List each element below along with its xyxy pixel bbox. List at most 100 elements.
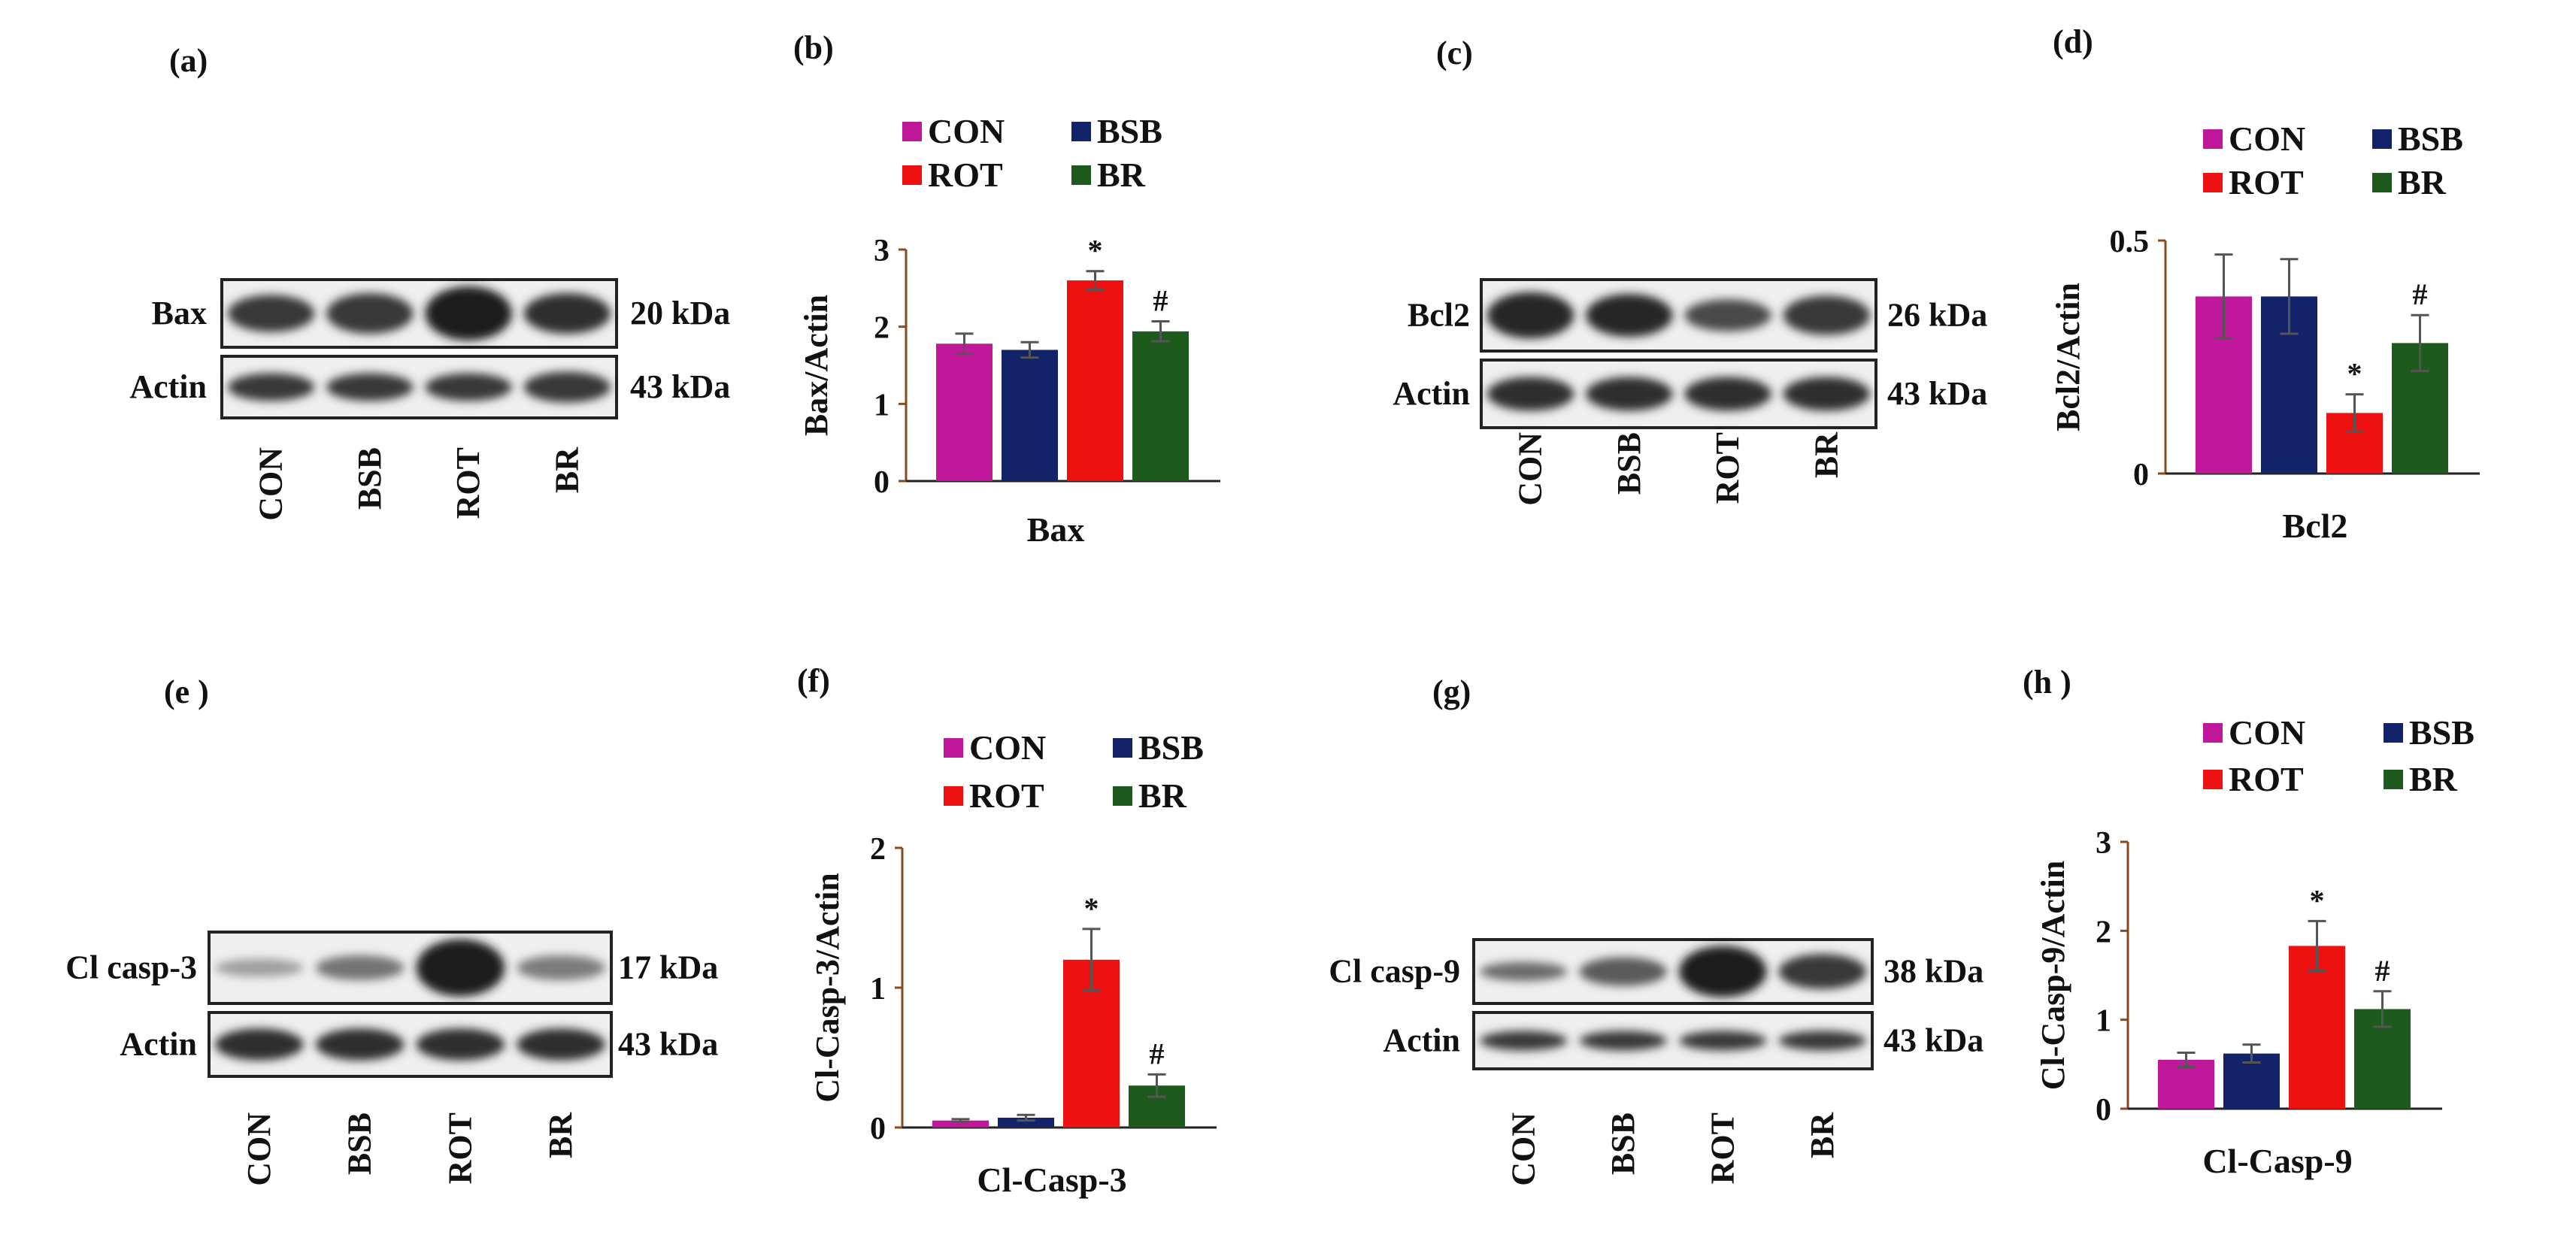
chart-2: 0 0.5 * # Bcl2 Bcl2/Actin CON BSB ROT BR [2050, 120, 2480, 545]
legend-swatch-br [2384, 770, 2403, 789]
y-tick-label: 2 [870, 832, 886, 867]
protein-label: Cl casp-3 [65, 949, 197, 986]
legend-swatch-con [2203, 723, 2223, 743]
legend-label: ROT [969, 776, 1044, 815]
y-tick-label: 0 [874, 465, 889, 500]
lane-label: CON [253, 447, 289, 521]
blot-band [1778, 954, 1867, 989]
protein-label: Actin [1393, 375, 1470, 412]
blot-band [1579, 957, 1668, 986]
bar-rot [2289, 946, 2345, 1109]
blot-band [517, 955, 605, 981]
panel-label-c: (c) [1436, 35, 1473, 71]
protein-label: Actin [1383, 1022, 1460, 1059]
y-tick-label: 3 [874, 234, 889, 268]
x-axis-label: Bax [1027, 510, 1085, 549]
protein-label: Cl casp-9 [1329, 953, 1460, 990]
lane-label: BR [548, 446, 585, 493]
significance-mark: * [1084, 891, 1099, 925]
blot-band [1579, 1031, 1668, 1051]
blot-3: Cl casp-3 17 kDa Actin 43 kDa CON BSB ROT BR [65, 931, 718, 1186]
legend-label: BR [1097, 156, 1146, 194]
y-tick-label: 1 [2096, 1004, 2111, 1039]
y-tick-label: 3 [2096, 826, 2111, 861]
lane-label: BR [1804, 1112, 1841, 1158]
lane-label: CON [1512, 432, 1549, 506]
legend-label: BSB [1097, 112, 1162, 150]
legend-swatch-bsb [1071, 122, 1091, 141]
lane-label: CON [1505, 1112, 1541, 1186]
legend-label: BSB [2398, 120, 2463, 158]
molecular-weight-label: 20 kDa [630, 295, 730, 331]
legend-label: ROT [928, 156, 1003, 194]
protein-label: Actin [129, 368, 207, 405]
significance-mark: # [2375, 954, 2390, 988]
y-tick-label: 0.5 [2110, 225, 2150, 259]
legend-label: CON [969, 728, 1046, 767]
lane-label: ROT [450, 447, 486, 519]
blot-band [1684, 377, 1771, 411]
legend-swatch-bsb [2384, 723, 2403, 743]
blot-band [425, 286, 512, 341]
y-tick-label: 0 [2096, 1093, 2111, 1127]
molecular-weight-label: 26 kDa [1887, 297, 1987, 334]
legend-label: BR [1138, 776, 1187, 815]
y-tick-label: 1 [874, 388, 889, 422]
bar-bsb [998, 1117, 1054, 1127]
legend-swatch-br [2372, 173, 2392, 192]
legend-label: BR [2398, 163, 2447, 201]
lane-label: CON [241, 1112, 277, 1186]
legend-label: BR [2409, 760, 2458, 798]
blot-band [1684, 299, 1771, 331]
lane-label: BSB [341, 1112, 378, 1175]
blot-band [227, 373, 315, 401]
legend-swatch-bsb [2372, 129, 2392, 149]
bar-con [936, 344, 993, 481]
legend-label: BSB [2409, 713, 2474, 752]
blot-4: Cl casp-9 38 kDa Actin 43 kDa CON BSB ROT BR [1329, 938, 1984, 1186]
panel-label-g: (g) [1432, 673, 1471, 710]
panel-label-b: (b) [793, 29, 834, 66]
significance-mark: # [1153, 283, 1168, 317]
blot-band [1586, 294, 1673, 337]
lane-label: ROT [1704, 1112, 1741, 1184]
legend-label: CON [2229, 120, 2305, 158]
panel-label-f: (f) [797, 662, 830, 699]
blot-band [1487, 292, 1574, 339]
blot-band [215, 958, 304, 977]
significance-mark: * [2347, 357, 2362, 391]
molecular-weight-label: 17 kDa [618, 949, 718, 986]
blot-band [227, 295, 315, 332]
chart-1: 0 1 2 3 * # Bax Bax/Actin CON BSB ROT BR [798, 112, 1220, 549]
blot-band [1678, 1031, 1767, 1051]
blot-band [1479, 1031, 1568, 1051]
blot-band [326, 293, 414, 334]
blot-band [1479, 961, 1568, 982]
blot-band [523, 371, 611, 403]
blot-band [315, 955, 405, 981]
blot-band [416, 939, 505, 997]
lane-label: ROT [1709, 432, 1746, 504]
blot-band [326, 373, 414, 401]
x-axis-label: Cl-Casp-9 [2202, 1142, 2352, 1180]
blot-band [1487, 377, 1574, 411]
protein-label: Bax [152, 295, 207, 331]
blot-band [425, 373, 512, 401]
legend-label: ROT [2229, 163, 2304, 201]
blot-band [1586, 377, 1673, 411]
western-blots: Bax 20 kDa Actin 43 kDa CON BSB ROT BR Bcl2 26 kD… [65, 278, 1987, 1186]
blot-band [1678, 946, 1767, 997]
y-axis-label: Bcl2/Actin [2050, 283, 2087, 431]
legend-swatch-con [2203, 129, 2223, 149]
blot-2: Bcl2 26 kDa Actin 43 kDa CON BSB ROT BR [1393, 278, 1987, 506]
x-axis-label: Bcl2 [2283, 507, 2348, 545]
panel-label-e: (e ) [164, 673, 209, 710]
lane-label: BR [542, 1112, 579, 1158]
legend-label: BSB [1138, 728, 1204, 767]
significance-mark: * [1088, 234, 1103, 268]
y-tick-label: 0 [2133, 458, 2149, 492]
panel-label-h: (h ) [2023, 664, 2071, 701]
legend-label: CON [928, 112, 1005, 150]
protein-label: Bcl2 [1408, 297, 1470, 334]
